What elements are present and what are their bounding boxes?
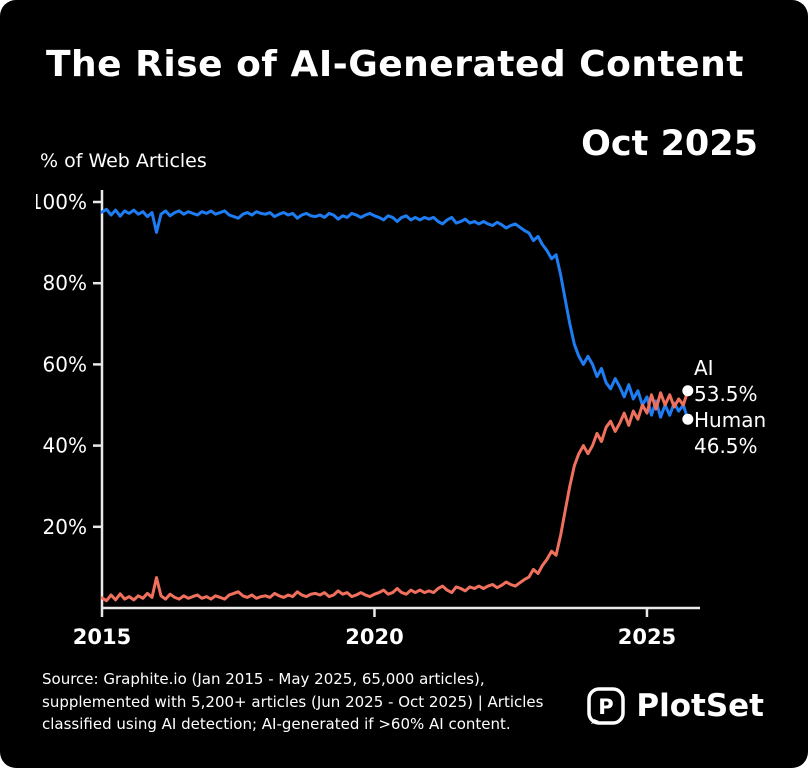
human-series-label: Human bbox=[694, 408, 767, 432]
x-tick-label: 2025 bbox=[618, 625, 676, 649]
source-note: Source: Graphite.io (Jan 2015 - May 2025… bbox=[42, 668, 543, 736]
human-series-value: 46.5% bbox=[694, 434, 758, 458]
plotset-icon: P bbox=[587, 687, 626, 725]
series-line-human bbox=[100, 207, 690, 421]
end-marker-ai bbox=[682, 385, 694, 397]
x-tick-label: 2015 bbox=[73, 625, 131, 649]
plotset-logo: P PlotSet bbox=[586, 686, 764, 726]
source-line-3: classified using AI detection; AI-genera… bbox=[42, 715, 511, 733]
svg-text:P: P bbox=[599, 695, 614, 719]
y-tick-label: 100% bbox=[36, 190, 87, 214]
date-label: Oct 2025 bbox=[581, 124, 758, 164]
y-tick-label: 20% bbox=[43, 515, 87, 539]
chart-title: The Rise of AI-Generated Content bbox=[46, 44, 744, 85]
ai-series-value: 53.5% bbox=[694, 382, 758, 406]
y-tick-label: 60% bbox=[43, 352, 87, 376]
line-chart: 20% 40% 60% 80% 100% 2015 2020 2025 bbox=[36, 190, 700, 649]
y-tick-label: 40% bbox=[43, 434, 87, 458]
y-axis-label: % of Web Articles bbox=[40, 150, 207, 172]
plotset-wordmark: PlotSet bbox=[636, 688, 764, 724]
ai-series-label: AI bbox=[694, 356, 714, 380]
end-marker-human bbox=[682, 413, 694, 425]
human-end-annotation: Human 46.5% bbox=[694, 407, 766, 459]
x-tick-label: 2020 bbox=[345, 625, 403, 649]
source-line-1: Source: Graphite.io (Jan 2015 - May 2025… bbox=[42, 670, 485, 688]
y-tick-label: 80% bbox=[43, 271, 87, 295]
ai-end-annotation: AI 53.5% bbox=[694, 355, 758, 407]
series-line-ai bbox=[100, 389, 690, 603]
source-line-2: supplemented with 5,200+ articles (Jun 2… bbox=[42, 692, 544, 711]
